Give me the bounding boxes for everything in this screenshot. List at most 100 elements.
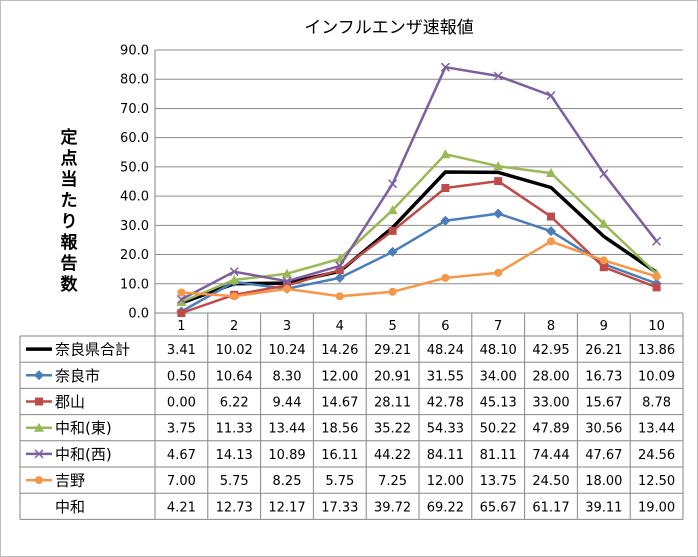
y-axis-title-char: 当 <box>60 170 78 190</box>
table-cell: 5.75 <box>325 474 354 489</box>
table-cell: 3.41 <box>167 343 196 358</box>
table-cell: 13.75 <box>480 474 517 489</box>
data-point <box>494 268 503 277</box>
table-cell: 10.89 <box>268 448 305 463</box>
data-point <box>547 212 555 221</box>
y-tick-label: 70.0 <box>120 102 149 117</box>
data-point <box>494 177 503 186</box>
plot-series <box>176 62 662 317</box>
data-point <box>35 397 43 406</box>
table-cell: 13.44 <box>268 422 305 437</box>
legend-label: 中和(東) <box>55 419 112 437</box>
data-point <box>599 256 608 265</box>
series-line <box>180 65 658 301</box>
x-tick-label: 4 <box>336 319 344 334</box>
data-point <box>441 183 450 192</box>
data-point <box>547 237 555 246</box>
table-cell: 12.00 <box>427 474 464 489</box>
x-tick-label: 3 <box>283 319 291 334</box>
data-point <box>229 267 239 277</box>
data-point <box>546 168 556 178</box>
y-tick-label: 40.0 <box>120 190 149 205</box>
y-axis-title: 定 点 当 た り 報 告 数 <box>56 128 82 296</box>
table-cell: 81.11 <box>480 448 517 463</box>
table-cell: 17.33 <box>321 500 358 515</box>
y-axis-title-char: 報 <box>60 233 78 253</box>
table-cell: 11.33 <box>216 422 253 437</box>
table-cell: 48.10 <box>480 343 517 358</box>
table-cell: 10.64 <box>216 369 253 384</box>
data-point <box>388 179 398 189</box>
data-point <box>34 422 44 432</box>
data-point <box>440 62 450 72</box>
data-point <box>335 261 345 271</box>
data-point <box>34 370 44 381</box>
table-cell: 5.75 <box>220 474 249 489</box>
table-cell: 10.02 <box>216 343 253 358</box>
y-tick-label: 90.0 <box>120 44 149 59</box>
table-cell: 14.67 <box>321 396 358 411</box>
legend-label: 中和(西) <box>55 445 112 463</box>
table-cell: 26.21 <box>585 343 622 358</box>
data-point <box>176 294 186 304</box>
data-point <box>282 268 292 278</box>
table-cell: 84.11 <box>427 448 464 463</box>
data-point <box>440 215 451 226</box>
table-cell: 12.73 <box>216 500 253 515</box>
x-tick-label: 2 <box>230 319 238 334</box>
data-point <box>334 272 345 283</box>
data-point <box>388 287 397 296</box>
data-point <box>230 292 239 301</box>
y-tick-label: 20.0 <box>120 248 149 263</box>
table-cell: 6.22 <box>220 396 249 411</box>
x-tick-label: 1 <box>177 319 185 334</box>
table-cell: 10.09 <box>638 369 675 384</box>
table-cell: 33.00 <box>532 396 569 411</box>
data-point <box>440 149 451 159</box>
table-cell: 65.67 <box>480 500 517 515</box>
table-cell: 19.00 <box>638 500 675 515</box>
data-point <box>652 272 661 281</box>
data-point <box>35 476 43 485</box>
table-cell: 10.24 <box>268 343 305 358</box>
table-cell: 13.86 <box>638 343 675 358</box>
y-axis-title-char: り <box>60 212 78 232</box>
data-point <box>546 226 556 237</box>
series-line <box>180 170 658 305</box>
table-cell: 54.33 <box>427 422 464 437</box>
table-cell: 45.13 <box>480 396 517 411</box>
table-cell: 42.78 <box>427 396 464 411</box>
data-point <box>387 246 398 257</box>
table-cell: 0.50 <box>167 369 196 384</box>
series-line <box>180 179 658 315</box>
data-point <box>493 208 504 219</box>
table-cell: 35.22 <box>374 422 411 437</box>
data-point <box>598 218 609 228</box>
data-point <box>493 71 503 81</box>
data-point <box>652 236 662 246</box>
table-cell: 12.50 <box>638 474 675 489</box>
y-tick-label: 30.0 <box>120 219 149 234</box>
table-cell: 47.89 <box>532 422 569 437</box>
table-cell: 50.22 <box>480 422 517 437</box>
table-cell: 8.30 <box>273 369 302 384</box>
table-cell: 12.00 <box>321 369 358 384</box>
table-cell: 7.25 <box>378 474 407 489</box>
table-cell: 29.21 <box>374 343 411 358</box>
y-axis-title-char: 数 <box>60 275 78 295</box>
x-tick-label: 9 <box>600 319 608 334</box>
table-cell: 74.44 <box>532 448 569 463</box>
data-point <box>282 276 292 286</box>
data-point <box>335 292 344 301</box>
y-tick-label: 80.0 <box>120 73 149 88</box>
y-axis-title-char: 点 <box>60 149 78 169</box>
x-tick-label: 8 <box>547 319 555 334</box>
y-tick-label: 10.0 <box>120 277 149 292</box>
table-cell: 12.17 <box>268 500 305 515</box>
table-cell: 69.22 <box>427 500 464 515</box>
table-cell: 28.00 <box>532 369 569 384</box>
legend-label: 奈良県合計 <box>55 341 130 359</box>
x-tick-label: 6 <box>441 319 449 334</box>
